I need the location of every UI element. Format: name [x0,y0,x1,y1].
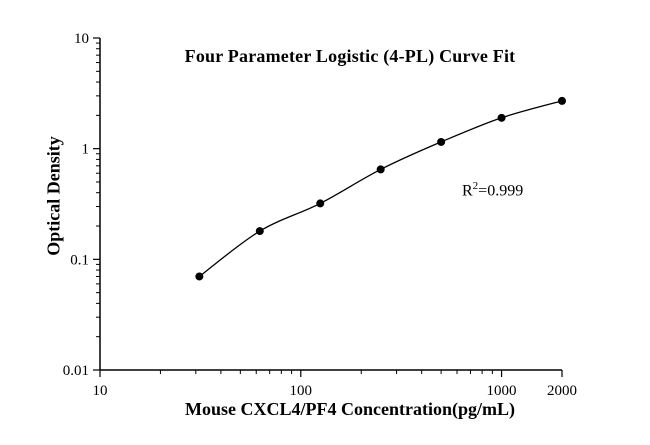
r-squared-sup: 2 [472,180,479,192]
y-tick-label: 10 [74,31,89,47]
y-axis-label: Optical Density [43,136,64,256]
data-point [255,227,264,236]
x-tick-label: 100 [290,383,313,399]
x-tick-label: 10 [93,383,108,399]
data-point [437,137,446,146]
r-squared-base: R [462,182,473,200]
y-tick-label: 0.1 [70,252,89,268]
y-tick-label: 0.01 [63,363,89,379]
data-point [195,272,204,281]
x-tick-label: 2000 [547,383,577,399]
r-squared-annotation: R2=0.999 [462,180,523,200]
data-point [376,165,385,174]
data-point [558,96,566,105]
y-tick-label: 1 [82,142,90,158]
x-axis-label: Mouse CXCL4/PF4 Concentration(pg/mL) [185,399,515,419]
x-tick-label: 1000 [487,383,517,399]
data-point [316,199,325,208]
chart-title: Four Parameter Logistic (4-PL) Curve Fit [184,46,516,66]
r-squared-value: =0.999 [478,182,524,200]
data-point [497,113,506,122]
